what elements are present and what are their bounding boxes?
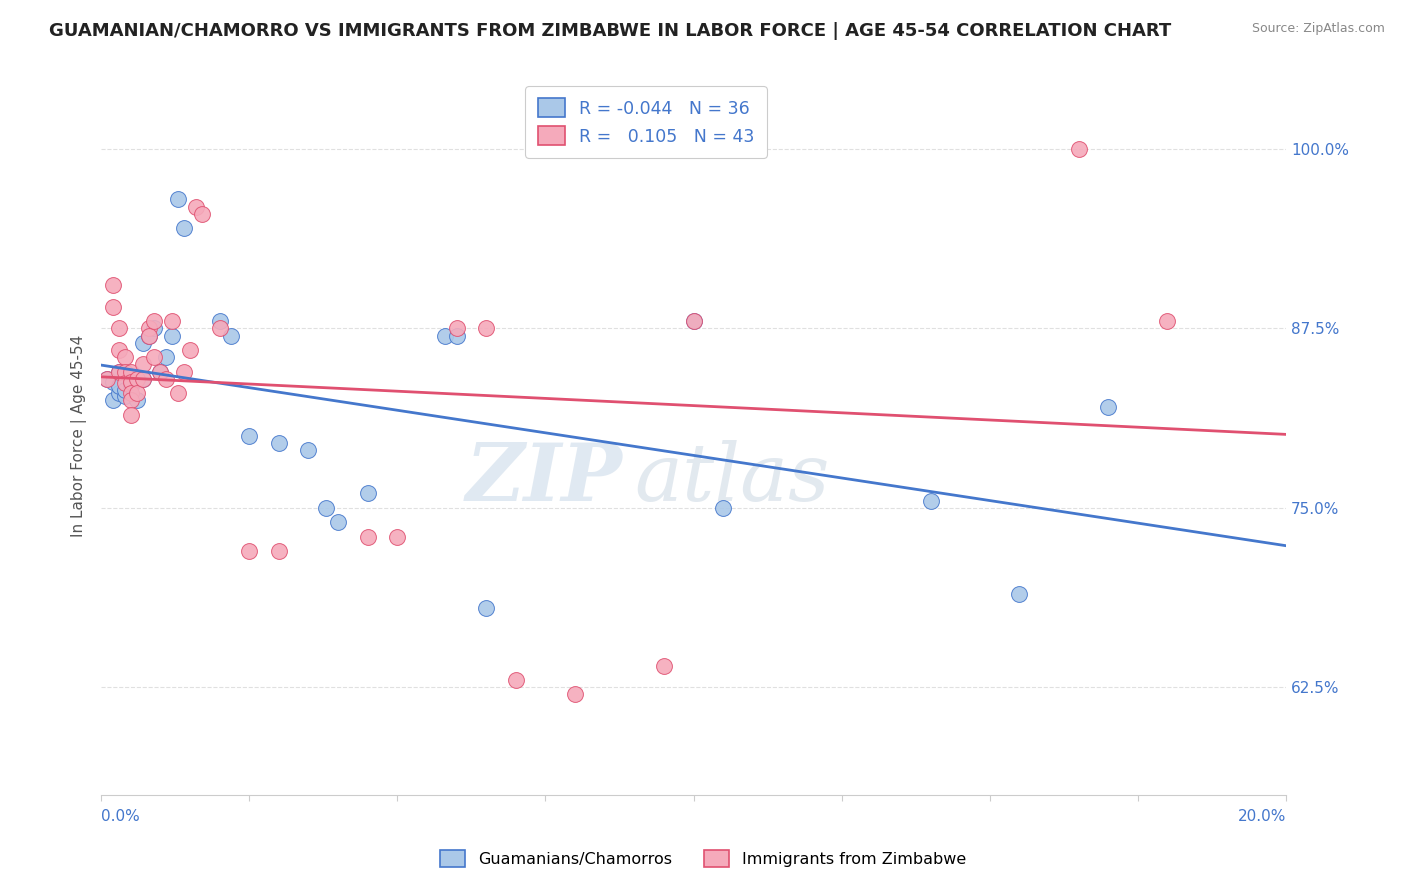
Point (208, 314, 231, 328)
Point (1008, 587, 1031, 601)
Point (155, 350, 177, 364)
Point (131, 372, 153, 386)
Point (125, 372, 148, 386)
Point (155, 372, 177, 386)
Text: GUAMANIAN/CHAMORRO VS IMMIGRANTS FROM ZIMBABWE IN LABOR FORCE | AGE 45-54 CORREL: GUAMANIAN/CHAMORRO VS IMMIGRANTS FROM ZI… (49, 22, 1171, 40)
Point (167, 193, 190, 207)
Point (1067, 142, 1090, 156)
Y-axis label: In Labor Force | Age 45-54: In Labor Force | Age 45-54 (72, 335, 87, 537)
Point (108, 379, 131, 393)
Point (138, 321, 160, 335)
Point (138, 328, 160, 343)
Point (173, 221, 195, 235)
Point (108, 343, 131, 357)
Point (143, 314, 166, 328)
Legend: R = -0.044   N = 36, R =   0.105   N = 43: R = -0.044 N = 36, R = 0.105 N = 43 (526, 87, 766, 158)
Point (131, 357, 153, 371)
Point (120, 393, 142, 408)
Point (114, 365, 136, 379)
Point (131, 335, 153, 350)
Point (108, 386, 131, 401)
Point (505, 673, 527, 687)
Point (920, 493, 942, 508)
Point (652, 658, 675, 673)
Point (357, 529, 380, 543)
Point (446, 321, 468, 335)
Point (221, 328, 243, 343)
Point (120, 408, 142, 422)
Point (138, 328, 160, 343)
Point (315, 500, 337, 515)
Text: atlas: atlas (634, 441, 830, 518)
Point (120, 365, 142, 379)
Point (143, 350, 166, 364)
Point (711, 500, 734, 515)
Point (160, 314, 183, 328)
Point (297, 443, 319, 458)
Point (238, 544, 260, 558)
Point (1097, 401, 1119, 415)
Point (167, 386, 190, 401)
Point (114, 383, 136, 397)
Point (184, 200, 207, 214)
Legend: Guamanians/Chamorros, Immigrants from Zimbabwe: Guamanians/Chamorros, Immigrants from Zi… (432, 842, 974, 875)
Point (120, 386, 142, 401)
Point (114, 350, 136, 364)
Point (433, 328, 456, 343)
Point (160, 328, 183, 343)
Point (101, 375, 124, 389)
Point (108, 365, 131, 379)
Text: Source: ZipAtlas.com: Source: ZipAtlas.com (1251, 22, 1385, 36)
Point (475, 321, 498, 335)
Point (101, 393, 124, 408)
Point (173, 365, 195, 379)
Point (120, 379, 142, 393)
Point (326, 515, 349, 529)
Point (149, 365, 172, 379)
Point (238, 429, 260, 443)
Point (96, 372, 118, 386)
Point (564, 687, 586, 701)
Point (101, 278, 124, 293)
Point (179, 343, 201, 357)
Point (682, 314, 704, 328)
Point (475, 601, 498, 615)
Point (120, 372, 142, 386)
Point (114, 376, 136, 390)
Point (149, 365, 172, 379)
Point (125, 386, 148, 401)
Point (108, 365, 131, 379)
Point (131, 372, 153, 386)
Point (446, 328, 468, 343)
Point (101, 300, 124, 314)
Text: 20.0%: 20.0% (1237, 809, 1286, 824)
Point (1156, 314, 1178, 328)
Point (357, 486, 380, 500)
Text: 0.0%: 0.0% (101, 809, 139, 824)
Point (267, 436, 290, 450)
Point (120, 375, 142, 389)
Point (114, 389, 136, 403)
Point (96, 372, 118, 386)
Point (191, 207, 214, 221)
Point (682, 314, 704, 328)
Text: ZIP: ZIP (465, 441, 623, 518)
Point (387, 529, 409, 543)
Point (208, 321, 231, 335)
Point (143, 321, 166, 335)
Point (108, 321, 131, 335)
Point (125, 393, 148, 408)
Point (267, 544, 290, 558)
